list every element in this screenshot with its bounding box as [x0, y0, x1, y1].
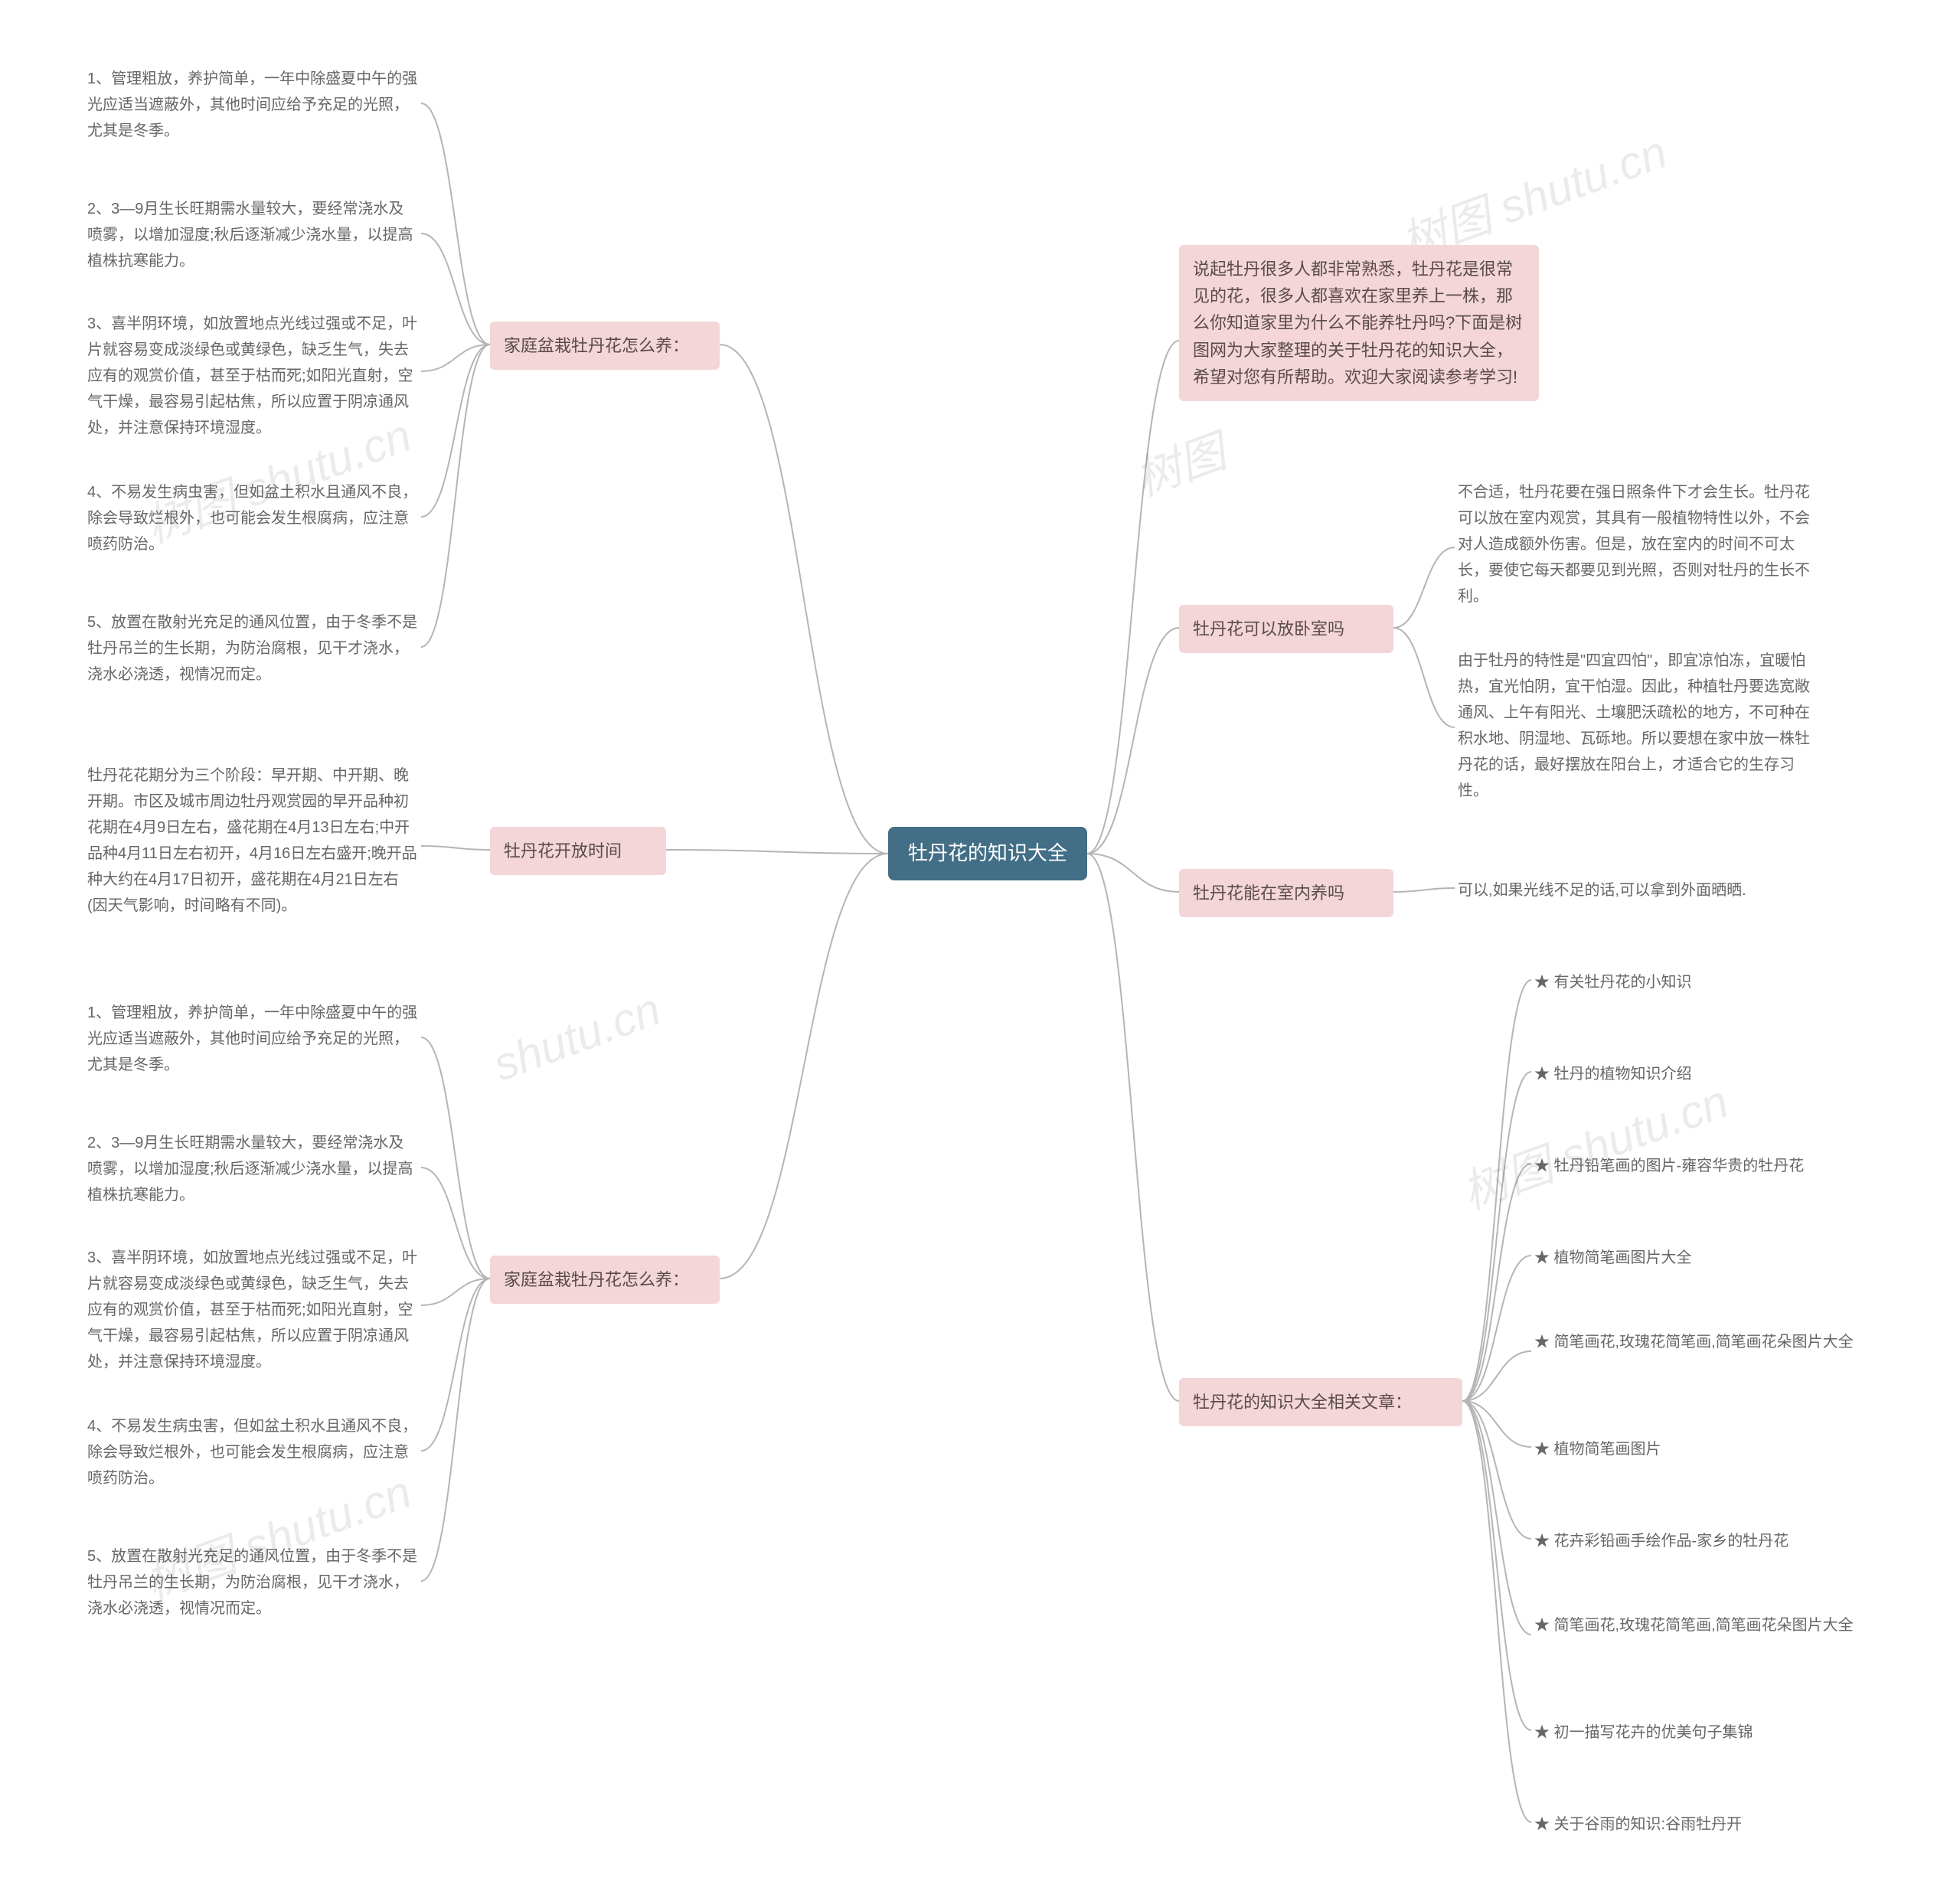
leaf-node: 4、不易发生病虫害，但如盆土积水且通风不良，除会导致烂根外，也可能会发生根腐病，…: [84, 1409, 421, 1496]
leaf-node: 2、3—9月生长旺期需水量较大，要经常浇水及喷雾，以增加湿度;秋后逐渐减少浇水量…: [84, 1125, 421, 1213]
leaf-node: 2、3—9月生长旺期需水量较大，要经常浇水及喷雾，以增加湿度;秋后逐渐减少浇水量…: [84, 191, 421, 279]
leaf-node: 3、喜半阴环境，如放置地点光线过强或不足，叶片就容易变成淡绿色或黄绿色，缺乏生气…: [84, 306, 421, 446]
leaf-node: ★ 有关牡丹花的小知识: [1531, 965, 1853, 1000]
leaf-node: 3、喜半阴环境，如放置地点光线过强或不足，叶片就容易变成淡绿色或黄绿色，缺乏生气…: [84, 1240, 421, 1380]
branch-node[interactable]: 家庭盆栽牡丹花怎么养：: [490, 1256, 720, 1304]
leaf-node: 由于牡丹的特性是"四宜四怕"，即宜凉怕冻，宜暖怕热，宜光怕阴，宜干怕湿。因此，种…: [1455, 643, 1822, 808]
leaf-node: ★ 植物简笔画图片: [1531, 1432, 1853, 1467]
leaf-node: ★ 花卉彩铅画手绘作品-家乡的牡丹花: [1531, 1524, 1899, 1559]
branch-node[interactable]: 家庭盆栽牡丹花怎么养：: [490, 322, 720, 370]
leaf-node: 1、管理粗放，养护简单，一年中除盛夏中午的强光应适当遮蔽外，其他时间应给予充足的…: [84, 61, 421, 149]
leaf-node: 5、放置在散射光充足的通风位置，由于冬季不是牡丹吊兰的生长期，为防治腐根，见干才…: [84, 605, 421, 692]
leaf-node: 可以,如果光线不足的话,可以拿到外面晒晒.: [1455, 873, 1838, 908]
leaf-node: ★ 关于谷雨的知识:谷雨牡丹开: [1531, 1807, 1853, 1842]
branch-node[interactable]: 牡丹花能在室内养吗: [1179, 869, 1393, 917]
leaf-node: 4、不易发生病虫害，但如盆土积水且通风不良，除会导致烂根外，也可能会发生根腐病，…: [84, 475, 421, 562]
leaf-node: ★ 初一描写花卉的优美句子集锦: [1531, 1715, 1883, 1750]
leaf-node: 不合适，牡丹花要在强日照条件下才会生长。牡丹花可以放在室内观赏，其具有一般植物特…: [1455, 475, 1822, 614]
leaf-node: ★ 牡丹的植物知识介绍: [1531, 1057, 1853, 1092]
leaf-node: ★ 植物简笔画图片大全: [1531, 1240, 1853, 1275]
leaf-node: ★ 牡丹铅笔画的图片-雍容华贵的牡丹花: [1531, 1148, 1899, 1184]
branch-node[interactable]: 牡丹花可以放卧室吗: [1179, 605, 1393, 653]
branch-node[interactable]: 说起牡丹很多人都非常熟悉，牡丹花是很常见的花，很多人都喜欢在家里养上一株，那么你…: [1179, 245, 1539, 401]
leaf-node: 1、管理粗放，养护简单，一年中除盛夏中午的强光应适当遮蔽外，其他时间应给予充足的…: [84, 995, 421, 1083]
leaf-node: 5、放置在散射光充足的通风位置，由于冬季不是牡丹吊兰的生长期，为防治腐根，见干才…: [84, 1539, 421, 1626]
root-node[interactable]: 牡丹花的知识大全: [888, 827, 1087, 880]
leaf-node: ★ 简笔画花,玫瑰花简笔画,简笔画花朵图片大全: [1531, 1324, 1914, 1360]
leaf-node: 牡丹花花期分为三个阶段：早开期、中开期、晚开期。市区及城市周边牡丹观赏园的早开品…: [84, 758, 421, 923]
watermark: shutu.cn: [486, 982, 668, 1091]
branch-node[interactable]: 牡丹花的知识大全相关文章：: [1179, 1378, 1462, 1426]
mindmap-canvas: 树图 shutu.cnshutu.cn树图 shutu.cn树图 shutu.c…: [0, 0, 1960, 1904]
watermark: 树图: [1125, 415, 1234, 509]
leaf-node: ★ 简笔画花,玫瑰花简笔画,简笔画花朵图片大全: [1531, 1608, 1914, 1643]
branch-node[interactable]: 牡丹花开放时间: [490, 827, 666, 875]
